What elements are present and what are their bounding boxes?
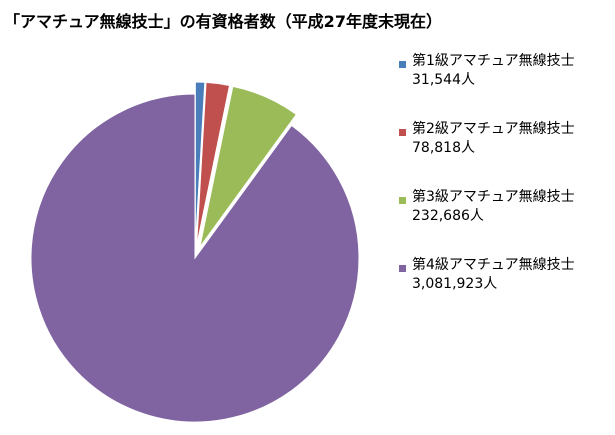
legend-entry-grade-4: 第4級アマチュア無線技士 3,081,923人 xyxy=(397,256,611,324)
legend-value-grade-1: 31,544人 xyxy=(412,72,475,88)
legend-swatch-grade-1 xyxy=(399,61,406,68)
legend-value-grade-2: 78,818人 xyxy=(412,140,475,156)
legend-value-grade-3: 232,686人 xyxy=(412,208,484,224)
legend-swatch-grade-4 xyxy=(399,265,406,272)
pie-slice-grade-1 xyxy=(194,81,206,247)
legend-entry-grade-3: 第3級アマチュア無線技士 232,686人 xyxy=(397,188,611,256)
legend-label-grade-2: 第2級アマチュア無線技士 xyxy=(412,121,575,137)
legend-entry-grade-2: 第2級アマチュア無線技士 78,818人 xyxy=(397,120,611,188)
pie-slice-grade-4 xyxy=(30,93,360,423)
legend-label-grade-1: 第1級アマチュア無線技士 xyxy=(412,53,575,69)
pie-slice-grade-3 xyxy=(199,85,298,248)
legend-swatch-grade-3 xyxy=(399,197,406,204)
legend: 第1級アマチュア無線技士 31,544人 第2級アマチュア無線技士 78,818… xyxy=(397,52,611,324)
legend-swatch-grade-2 xyxy=(399,129,406,136)
legend-label-grade-4: 第4級アマチュア無線技士 xyxy=(412,257,575,273)
legend-value-grade-4: 3,081,923人 xyxy=(412,276,498,292)
pie-slice-grade-2 xyxy=(196,81,231,247)
chart-title: 「アマチュア無線技士」の有資格者数（平成27年度末現在） xyxy=(4,12,442,31)
legend-label-grade-3: 第3級アマチュア無線技士 xyxy=(412,189,575,205)
legend-entry-grade-1: 第1級アマチュア無線技士 31,544人 xyxy=(397,52,611,120)
